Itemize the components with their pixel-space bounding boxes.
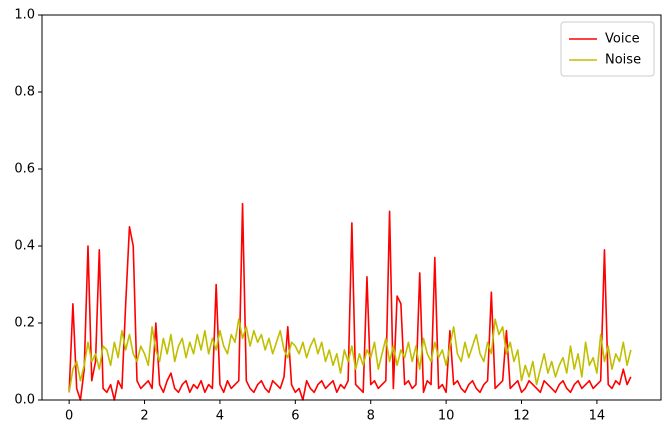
x-tick-label: 6 — [291, 409, 299, 424]
line-series — [68, 202, 632, 401]
x-tick-label: 10 — [438, 409, 455, 424]
x-tick-label: 8 — [367, 409, 375, 424]
x-tick-label: 14 — [589, 409, 606, 424]
y-tick-label: 0.4 — [14, 239, 35, 254]
legend-label: Voice — [605, 32, 640, 47]
y-tick-label: 0.0 — [14, 393, 35, 408]
legend-box — [560, 21, 655, 77]
x-tick-label: 2 — [140, 409, 148, 424]
line-series — [68, 318, 632, 393]
x-tick-label: 12 — [513, 409, 530, 424]
legend-label: Noise — [605, 53, 641, 68]
y-tick-label: 0.2 — [14, 316, 35, 331]
y-tick-label: 0.6 — [14, 162, 35, 177]
x-tick-label: 0 — [65, 409, 73, 424]
y-tick-label: 1.0 — [14, 8, 35, 23]
x-tick-label: 4 — [216, 409, 224, 424]
plot-frame — [41, 14, 662, 401]
y-tick-label: 0.8 — [14, 85, 35, 100]
